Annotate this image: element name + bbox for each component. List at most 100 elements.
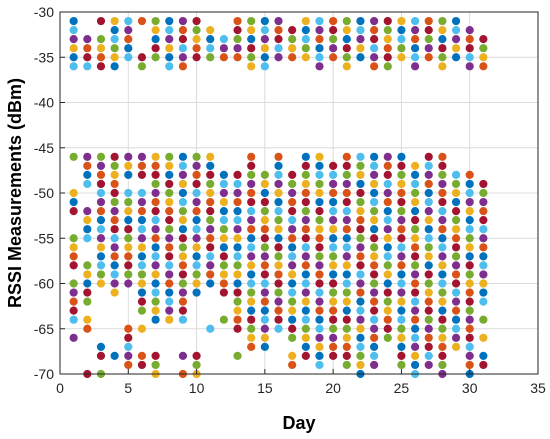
data-point xyxy=(465,252,474,261)
data-point xyxy=(83,315,92,324)
data-point xyxy=(424,188,433,198)
data-point xyxy=(219,288,228,297)
data-point xyxy=(397,252,406,261)
data-point xyxy=(165,26,174,35)
data-point xyxy=(356,26,365,35)
data-point xyxy=(178,53,188,62)
data-point xyxy=(370,16,379,26)
data-point xyxy=(83,270,92,279)
data-point xyxy=(301,243,310,252)
data-point xyxy=(69,297,78,306)
data-point xyxy=(410,351,420,360)
data-point xyxy=(342,216,351,225)
data-point xyxy=(315,342,324,351)
data-point xyxy=(410,297,420,306)
data-point xyxy=(424,35,433,44)
data-point xyxy=(288,44,297,53)
data-point xyxy=(424,161,433,170)
data-point xyxy=(451,16,461,26)
data-point xyxy=(110,279,119,288)
data-point xyxy=(383,152,392,161)
data-point xyxy=(151,351,160,360)
data-point xyxy=(110,288,119,297)
data-point xyxy=(96,342,106,351)
data-point xyxy=(410,306,420,315)
y-tick-label: -55 xyxy=(34,230,54,246)
data-point xyxy=(165,179,174,189)
data-point xyxy=(438,306,447,315)
data-point xyxy=(96,44,106,53)
data-point xyxy=(479,297,488,306)
data-point xyxy=(288,216,297,225)
data-point xyxy=(219,270,228,279)
data-point xyxy=(274,297,283,306)
data-point xyxy=(370,306,379,315)
data-point xyxy=(315,179,324,189)
data-point xyxy=(315,53,324,62)
data-point xyxy=(274,152,283,161)
data-point xyxy=(410,333,420,342)
data-point xyxy=(356,351,365,360)
data-point xyxy=(124,243,133,252)
data-point xyxy=(206,252,215,261)
data-point xyxy=(151,243,160,252)
data-point xyxy=(83,234,92,243)
data-point xyxy=(260,179,269,189)
data-point xyxy=(178,188,188,198)
data-point xyxy=(247,297,256,306)
data-point xyxy=(69,315,78,324)
data-point xyxy=(110,161,119,170)
data-point xyxy=(301,342,310,351)
data-point xyxy=(438,270,447,279)
data-point xyxy=(288,315,297,324)
data-point xyxy=(288,170,297,179)
data-point xyxy=(342,16,351,26)
data-point xyxy=(370,197,379,207)
data-point xyxy=(451,170,461,179)
data-point xyxy=(315,188,324,198)
data-point xyxy=(451,270,461,279)
data-point xyxy=(370,342,379,351)
data-point xyxy=(137,297,147,306)
data-point xyxy=(383,197,392,207)
data-point xyxy=(383,297,392,306)
data-point xyxy=(219,216,228,225)
data-point xyxy=(206,197,215,207)
data-point xyxy=(438,324,447,333)
data-point xyxy=(206,44,215,53)
data-point xyxy=(137,351,147,360)
data-point xyxy=(96,170,106,179)
x-tick-label: 0 xyxy=(56,380,64,396)
data-point xyxy=(342,170,351,179)
data-point xyxy=(178,216,188,225)
data-point xyxy=(192,360,201,370)
data-point xyxy=(178,351,188,360)
data-point xyxy=(397,179,406,189)
data-point xyxy=(370,62,379,71)
data-point xyxy=(151,315,160,324)
data-point xyxy=(247,53,256,62)
data-point xyxy=(370,288,379,297)
data-point xyxy=(424,243,433,252)
data-point xyxy=(315,288,324,297)
data-point xyxy=(247,225,256,234)
data-point xyxy=(397,170,406,179)
data-point xyxy=(438,197,447,207)
data-point xyxy=(206,170,215,179)
data-point xyxy=(192,53,201,62)
data-point xyxy=(274,188,283,198)
data-point xyxy=(397,261,406,270)
data-point xyxy=(424,351,433,360)
data-point xyxy=(410,62,420,71)
data-point xyxy=(247,261,256,270)
data-point xyxy=(260,216,269,225)
data-point xyxy=(192,243,201,252)
data-point xyxy=(69,152,78,161)
data-point xyxy=(397,342,406,351)
data-point xyxy=(397,270,406,279)
data-point xyxy=(83,152,92,161)
data-point xyxy=(424,234,433,243)
data-point xyxy=(370,270,379,279)
data-point xyxy=(410,234,420,243)
data-point xyxy=(69,261,78,270)
